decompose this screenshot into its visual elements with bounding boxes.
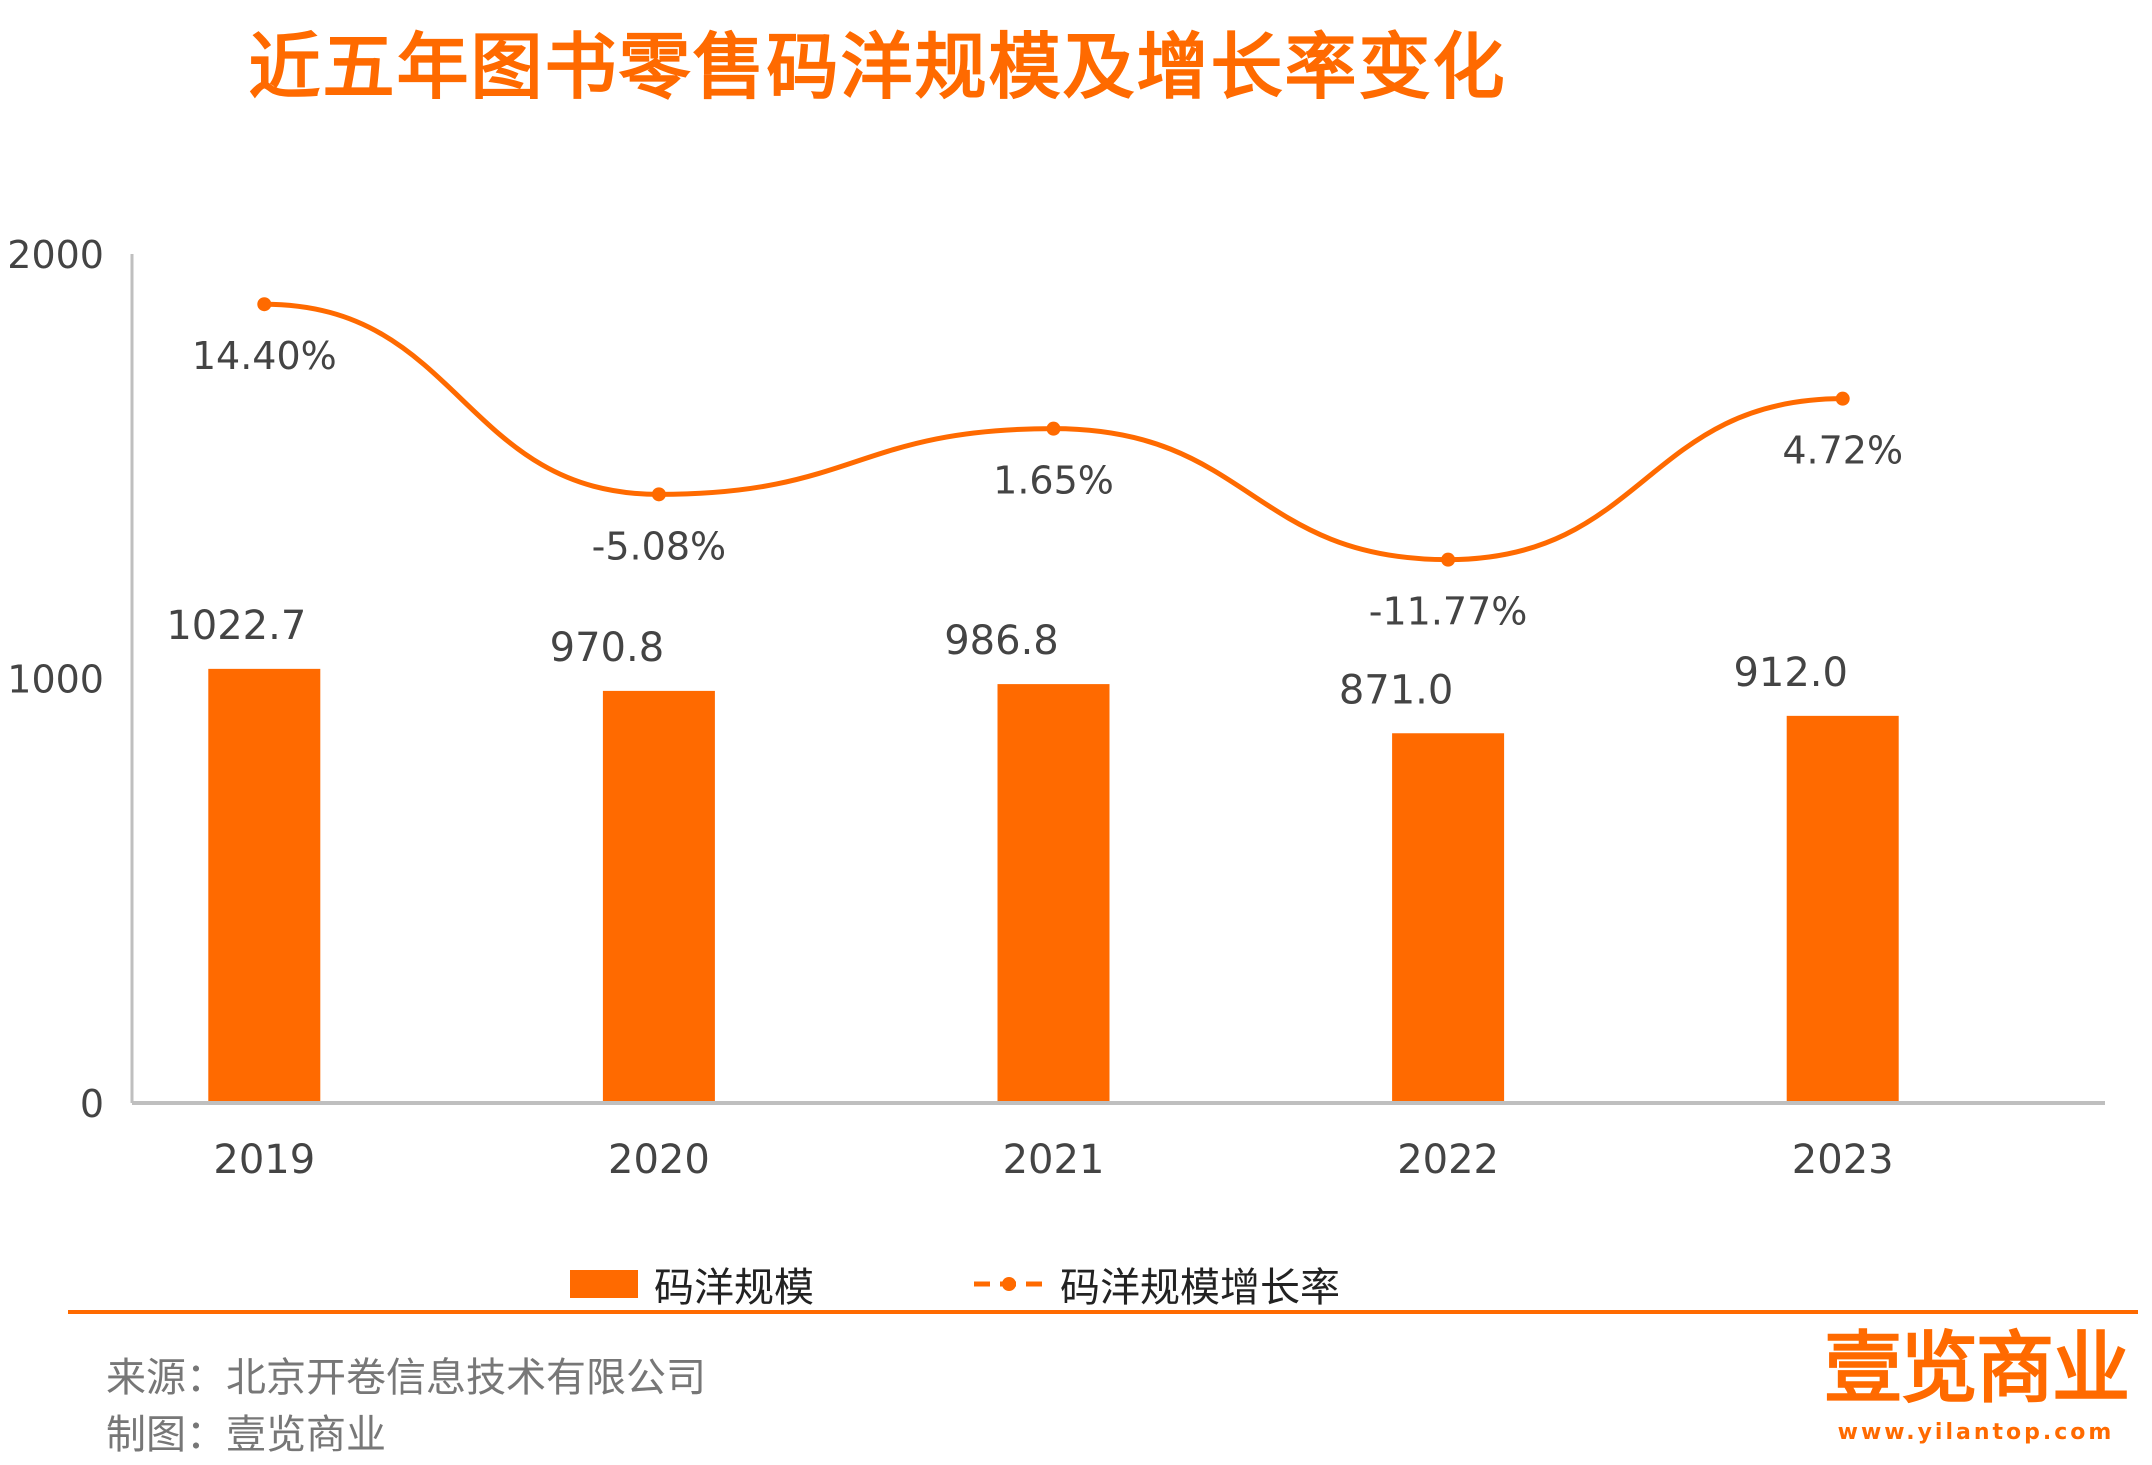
growth-point xyxy=(257,297,272,312)
bar-value-label: 871.0 xyxy=(1339,667,1454,713)
y-tick-label: 1000 xyxy=(7,658,104,702)
legend: 码洋规模 码洋规模增长率 xyxy=(570,1255,1500,1313)
x-tick-label: 2022 xyxy=(1397,1137,1499,1183)
bar-value-label: 1022.7 xyxy=(166,603,306,649)
x-tick-label: 2020 xyxy=(608,1137,710,1183)
bar xyxy=(1392,733,1505,1103)
x-tick-label: 2019 xyxy=(213,1137,315,1183)
legend-line-swatch xyxy=(974,1277,1044,1291)
growth-value-label: 1.65% xyxy=(993,459,1114,503)
bar xyxy=(208,668,321,1103)
source-note: 来源：北京开卷信息技术有限公司 xyxy=(106,1355,706,1401)
legend-item-line: 码洋规模增长率 xyxy=(974,1255,1340,1313)
footer-divider xyxy=(68,1310,2138,1314)
growth-value-label: 14.40% xyxy=(192,334,337,378)
chart: 0 1000 2000 1022.7 970.8 986.8 871.0 912.0 14.… xyxy=(7,233,2105,1183)
line-series: 14.40% -5.08% 1.65% -11.77% 4.72% xyxy=(192,297,1903,634)
growth-point xyxy=(1441,552,1456,567)
legend-bar-label: 码洋规模 xyxy=(654,1265,814,1311)
legend-line-label: 码洋规模增长率 xyxy=(1060,1265,1340,1311)
x-tick-label: 2021 xyxy=(1003,1137,1105,1183)
growth-point xyxy=(651,487,666,502)
legend-bar-swatch xyxy=(570,1270,638,1298)
growth-value-label: -5.08% xyxy=(592,524,726,568)
bar-value-label: 912.0 xyxy=(1733,650,1848,696)
chart-title: 近五年图书零售码洋规模及增长率变化 xyxy=(248,25,1507,109)
bar xyxy=(1786,715,1899,1103)
growth-point xyxy=(1046,421,1061,436)
y-tick-label: 0 xyxy=(80,1082,104,1126)
growth-value-label: -11.77% xyxy=(1369,590,1528,634)
made-by-note: 制图：壹览商业 xyxy=(106,1412,386,1458)
y-tick-label: 2000 xyxy=(7,233,104,277)
y-axis: 0 1000 2000 xyxy=(7,233,134,1126)
bar-series: 1022.7 970.8 986.8 871.0 912.0 xyxy=(166,603,1899,1103)
bar-value-label: 986.8 xyxy=(944,618,1059,664)
growth-point xyxy=(1835,391,1850,406)
x-axis: 2019 2020 2021 2022 2023 xyxy=(132,1101,2105,1183)
brand-name: 壹览商业 xyxy=(1823,1324,2130,1414)
bar xyxy=(997,684,1110,1103)
brand-url: www.yilantop.com xyxy=(1837,1420,2115,1445)
brand-logo: 壹览商业 www.yilantop.com xyxy=(1823,1324,2130,1445)
growth-value-label: 4.72% xyxy=(1782,429,1903,473)
legend-item-bar: 码洋规模 xyxy=(570,1255,814,1313)
x-tick-label: 2023 xyxy=(1792,1137,1894,1183)
bar-value-label: 970.8 xyxy=(550,625,665,671)
bar xyxy=(602,690,715,1103)
